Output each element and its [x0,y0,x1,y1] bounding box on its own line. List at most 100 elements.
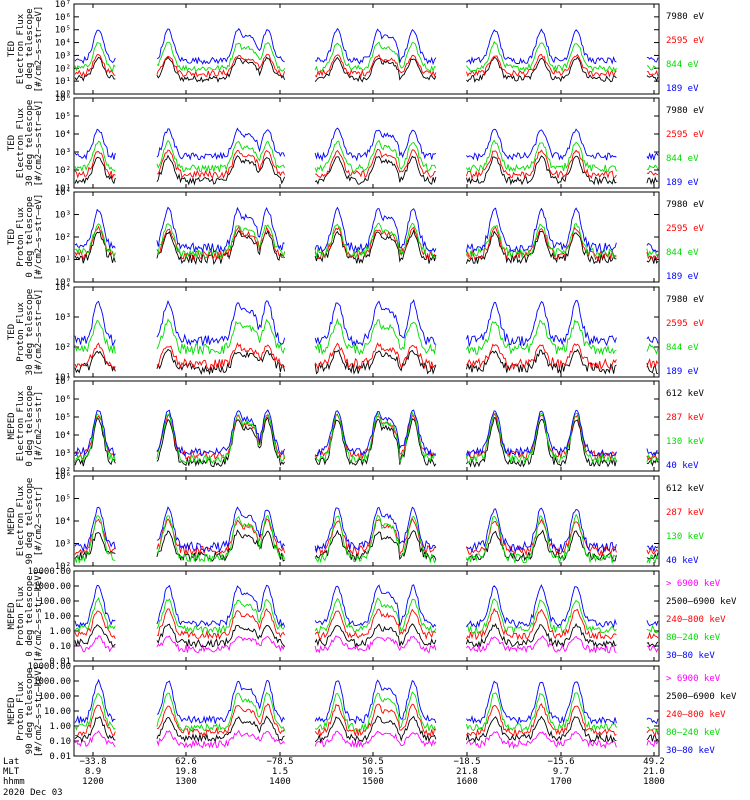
y-axis-label-line: Electron Flux [16,390,26,461]
y-tick-label: 10¹ [55,184,71,194]
y-tick-label: 100.00 [38,597,71,607]
y-tick-label: 1.00 [49,627,71,637]
series-line-blue [74,27,659,66]
x-tick-label-lat: −78.5 [266,757,293,767]
y-axis-label: MEPED Proton Flux 90 deg telescope [#/cm2–s… [7,665,44,757]
series-line-green [74,40,659,73]
y-axis-label: MEPED Proton Flux 0 deg telescope [#/cm2–s–… [7,570,44,662]
y-axis-label-line: [#/cm2–s–str–eV] [34,100,44,187]
y-tick-label: 10³ [55,51,71,61]
legend-entry: 189 eV [666,367,699,377]
legend-entry: 287 keV [666,413,705,423]
panel-frame [73,286,660,378]
legend-entry: 240–800 keV [666,615,726,625]
x-row-label: Lat [3,757,19,767]
y-axis-label-line: MEPED [7,602,17,629]
panel-frame [73,191,660,283]
x-tick-label-mlt: 1.5 [272,767,288,777]
y-axis-label-line: Proton Flux [16,681,26,741]
panel-ted-electron-0: 10⁰ 10¹ 10² 10³ 10⁴ 10⁵ 10⁶ 10⁷ TED Electron Flux… [7,0,705,100]
y-tick-label: 10000.00 [28,567,71,577]
y-axis-label-line: MEPED [7,697,17,724]
y-axis-label-line: 30 deg telescope [25,289,35,376]
y-tick-label: 1.00 [49,722,71,732]
x-tick-label-hhmm: 1500 [362,777,384,787]
series-line-blue [74,506,659,554]
series-line-green [74,691,659,733]
x-tick-label-lat: −33.8 [79,757,106,767]
x-tick-label-mlt: 21.8 [456,767,478,777]
series-line-green [74,139,659,173]
series-line-green [74,317,659,356]
y-tick-label: 10³ [55,540,71,550]
series-line-red [74,703,659,737]
y-axis-label-line: 90 deg telescope [25,668,35,755]
series-line-black [74,154,659,186]
legend-entry: 2500–6900 keV [666,692,737,702]
y-tick-label: 10² [55,166,71,176]
y-axis-label-line: TED [7,135,17,151]
y-axis-label-line: Electron Flux [16,107,26,178]
legend-entry: 7980 eV [666,12,705,22]
legend-entry: 40 keV [666,461,699,471]
series-line-red [74,342,659,371]
y-axis-label-line: 30 deg telescope [25,100,35,187]
y-axis-label-line: Electron Flux [16,13,26,84]
y-axis-label-line: MEPED [7,507,17,534]
y-tick-label: 10¹ [55,256,71,266]
panel-frame [73,3,660,95]
y-axis-label-line: 0 deg telescope [25,8,35,89]
legend-entry: 2500–6900 keV [666,597,737,607]
y-tick-label: 10⁴ [55,431,71,441]
legend-entry: 7980 eV [666,106,705,116]
series-line-green [74,597,659,635]
legend-entry: 189 eV [666,178,699,188]
series-line-black [74,416,659,468]
x-tick-label-hhmm: 1300 [175,777,197,787]
y-axis-label-line: Proton Flux [16,207,26,267]
y-tick-label: 10² [55,467,71,477]
y-tick-label: 10¹ [55,77,71,87]
x-row-label: hhmm [3,777,25,787]
legend-entry: 2595 eV [666,224,705,234]
y-tick-label: 10³ [55,449,71,459]
y-axis-label-line: MEPED [7,412,17,439]
y-axis-label-line: 0 deg telescope [25,385,35,466]
panel-meped-proton-0: 0.010.101.0010.00100.001000.0010000.00ME… [7,567,737,667]
y-axis-label-line: TED [7,41,17,57]
y-tick-label: 0.01 [49,752,71,762]
x-tick-label-lat: 62.6 [175,757,197,767]
legend-entry: > 6900 keV [666,674,721,684]
panel-frame [73,380,660,472]
x-tick-label-hhmm: 1200 [82,777,104,787]
y-tick-label: 10³ [55,313,71,323]
panel-ted-electron-30: 10¹ 10² 10³ 10⁴ 10⁵ 10⁶ TED Electron Flux 30 deg… [7,94,705,194]
x-tick-label-mlt: 19.8 [175,767,197,777]
y-tick-label: 10⁴ [55,283,71,293]
x-tick-label-hhmm: 1400 [269,777,291,787]
y-tick-label: 10⁶ [55,395,71,405]
y-tick-label: 10⁷ [55,0,71,10]
y-tick-label: 10⁵ [55,495,71,505]
y-tick-label: 10⁷ [55,377,71,387]
legend-entry: 2595 eV [666,130,705,140]
series-line-green [74,513,659,565]
legend-entry: 612 keV [666,389,705,399]
legend-entry: 130 keV [666,437,705,447]
legend-entry: 189 eV [666,272,699,282]
series-line-blue [74,206,659,253]
legend-entry: 80–240 keV [666,728,721,738]
series-line-blue [74,678,659,725]
y-tick-label: 10¹ [55,373,71,383]
y-tick-label: 10⁰ [55,278,71,288]
y-axis-label: TED Electron Flux 0 deg telescope [#/cm2–s–… [7,6,44,93]
y-axis-label-line: [#/cm2–s–str–keV] [34,665,44,757]
y-axis-label-line: 90 deg telescope [25,478,35,565]
y-axis-label: MEPED Electron Flux 0 deg telescope [#/cm2–… [7,385,44,466]
panel-meped-electron-0: 10² 10³ 10⁴ 10⁵ 10⁶ 10⁷ MEPED Electron Flux 0 de… [7,377,705,477]
y-tick-label: 10⁶ [55,13,71,23]
y-tick-label: 0.10 [49,737,71,747]
series-line-magenta [74,729,659,750]
y-tick-label: 10⁴ [55,130,71,140]
x-row-label: MLT [3,767,20,777]
